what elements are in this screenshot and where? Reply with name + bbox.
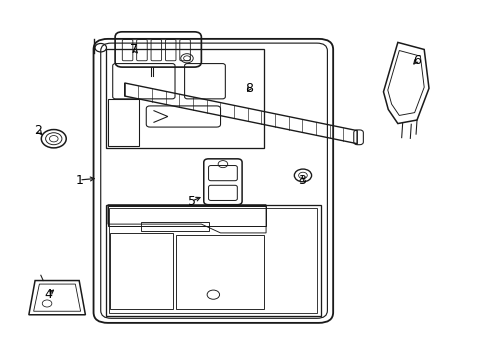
Text: 4: 4 xyxy=(44,288,52,301)
Text: 2: 2 xyxy=(35,124,42,137)
Text: 8: 8 xyxy=(245,82,253,95)
Text: 5: 5 xyxy=(187,195,195,208)
Text: 7: 7 xyxy=(130,43,138,56)
Text: 3: 3 xyxy=(298,174,305,186)
Text: 1: 1 xyxy=(75,174,83,186)
Text: 6: 6 xyxy=(412,54,420,67)
